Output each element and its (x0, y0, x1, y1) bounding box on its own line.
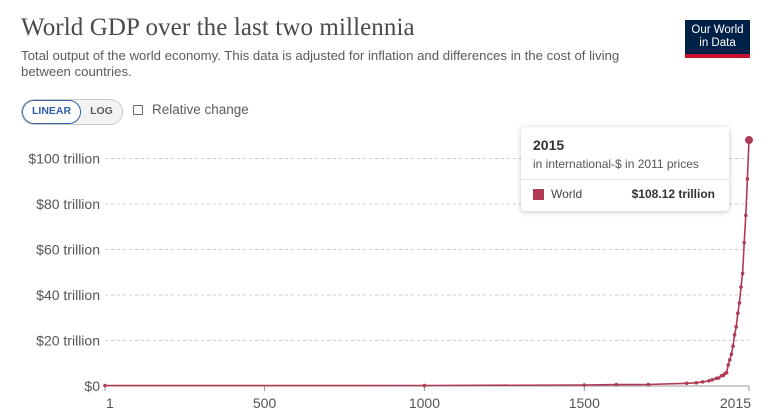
data-point[interactable] (739, 285, 743, 289)
tooltip-year: 2015 (533, 137, 565, 153)
relative-change-label: Relative change (152, 102, 249, 117)
data-point[interactable] (422, 383, 427, 388)
tooltip-unit: in international-$ in 2011 prices (533, 157, 699, 171)
tooltip-divider (521, 179, 729, 180)
data-point[interactable] (614, 382, 619, 387)
y-tick-label: $60 trillion (36, 242, 100, 258)
data-point[interactable] (700, 380, 705, 384)
tooltip-swatch (533, 189, 544, 200)
data-point[interactable] (103, 383, 107, 388)
x-tick-label: 1 (106, 395, 114, 411)
log-scale-button[interactable]: LOG (90, 105, 113, 117)
data-point[interactable] (737, 301, 742, 305)
x-tick-label: 2015 (720, 395, 751, 411)
data-point[interactable] (740, 271, 745, 276)
y-tick-label: $100 trillion (28, 151, 100, 167)
data-point[interactable] (716, 376, 721, 380)
data-point[interactable] (694, 381, 699, 385)
data-point[interactable] (710, 378, 715, 382)
y-tick-label: $80 trillion (36, 196, 100, 212)
data-point[interactable] (726, 363, 731, 367)
page-subtitle: Total output of the world economy. This … (21, 48, 620, 79)
x-tick-label: 1500 (569, 395, 600, 411)
highlighted-data-point[interactable] (745, 136, 753, 145)
data-point[interactable] (742, 240, 747, 245)
data-point[interactable] (707, 378, 711, 383)
tooltip-entity: World (551, 187, 583, 201)
logo-line-1: Our World (691, 24, 744, 36)
data-point[interactable] (744, 213, 748, 218)
data-point[interactable] (729, 352, 734, 356)
data-point[interactable] (732, 333, 737, 337)
linear-scale-button[interactable]: LINEAR (22, 100, 82, 124)
logo-line-2: in Data (699, 37, 736, 49)
relative-change-toggle[interactable]: Relative change (133, 102, 249, 117)
page-title: World GDP over the last two millennia (21, 14, 415, 41)
data-tooltip: 2015 in international-$ in 2011 prices W… (521, 127, 729, 211)
owid-logo[interactable]: Our World in Data (685, 20, 750, 58)
y-tick-label: $0 (84, 378, 100, 394)
data-point[interactable] (731, 344, 735, 348)
data-point[interactable] (724, 370, 729, 375)
data-point[interactable] (684, 381, 689, 386)
data-point[interactable] (728, 358, 732, 362)
data-point[interactable] (582, 383, 587, 387)
y-tick-label: $40 trillion (36, 287, 100, 303)
x-tick-label: 1000 (409, 395, 440, 411)
tooltip-value: $108.12 trillion (631, 187, 715, 201)
x-tick-label: 500 (253, 395, 277, 411)
data-point[interactable] (734, 325, 739, 329)
data-point[interactable] (646, 382, 651, 387)
relative-change-checkbox[interactable] (133, 104, 143, 115)
data-point[interactable] (745, 177, 750, 181)
scale-toggle: LINEAR LOG (21, 99, 123, 125)
y-tick-label: $20 trillion (36, 333, 100, 349)
data-point[interactable] (736, 311, 740, 316)
